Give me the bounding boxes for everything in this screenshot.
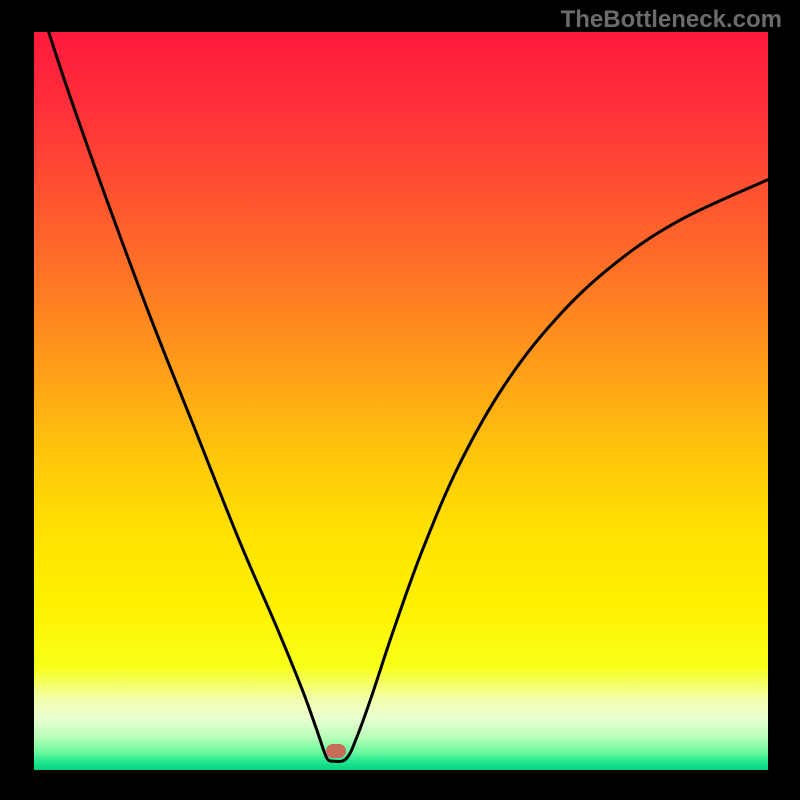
vertex-marker (326, 744, 346, 758)
watermark-text: TheBottleneck.com (561, 6, 782, 34)
plot-area (34, 32, 768, 770)
bottleneck-curve (34, 32, 768, 770)
